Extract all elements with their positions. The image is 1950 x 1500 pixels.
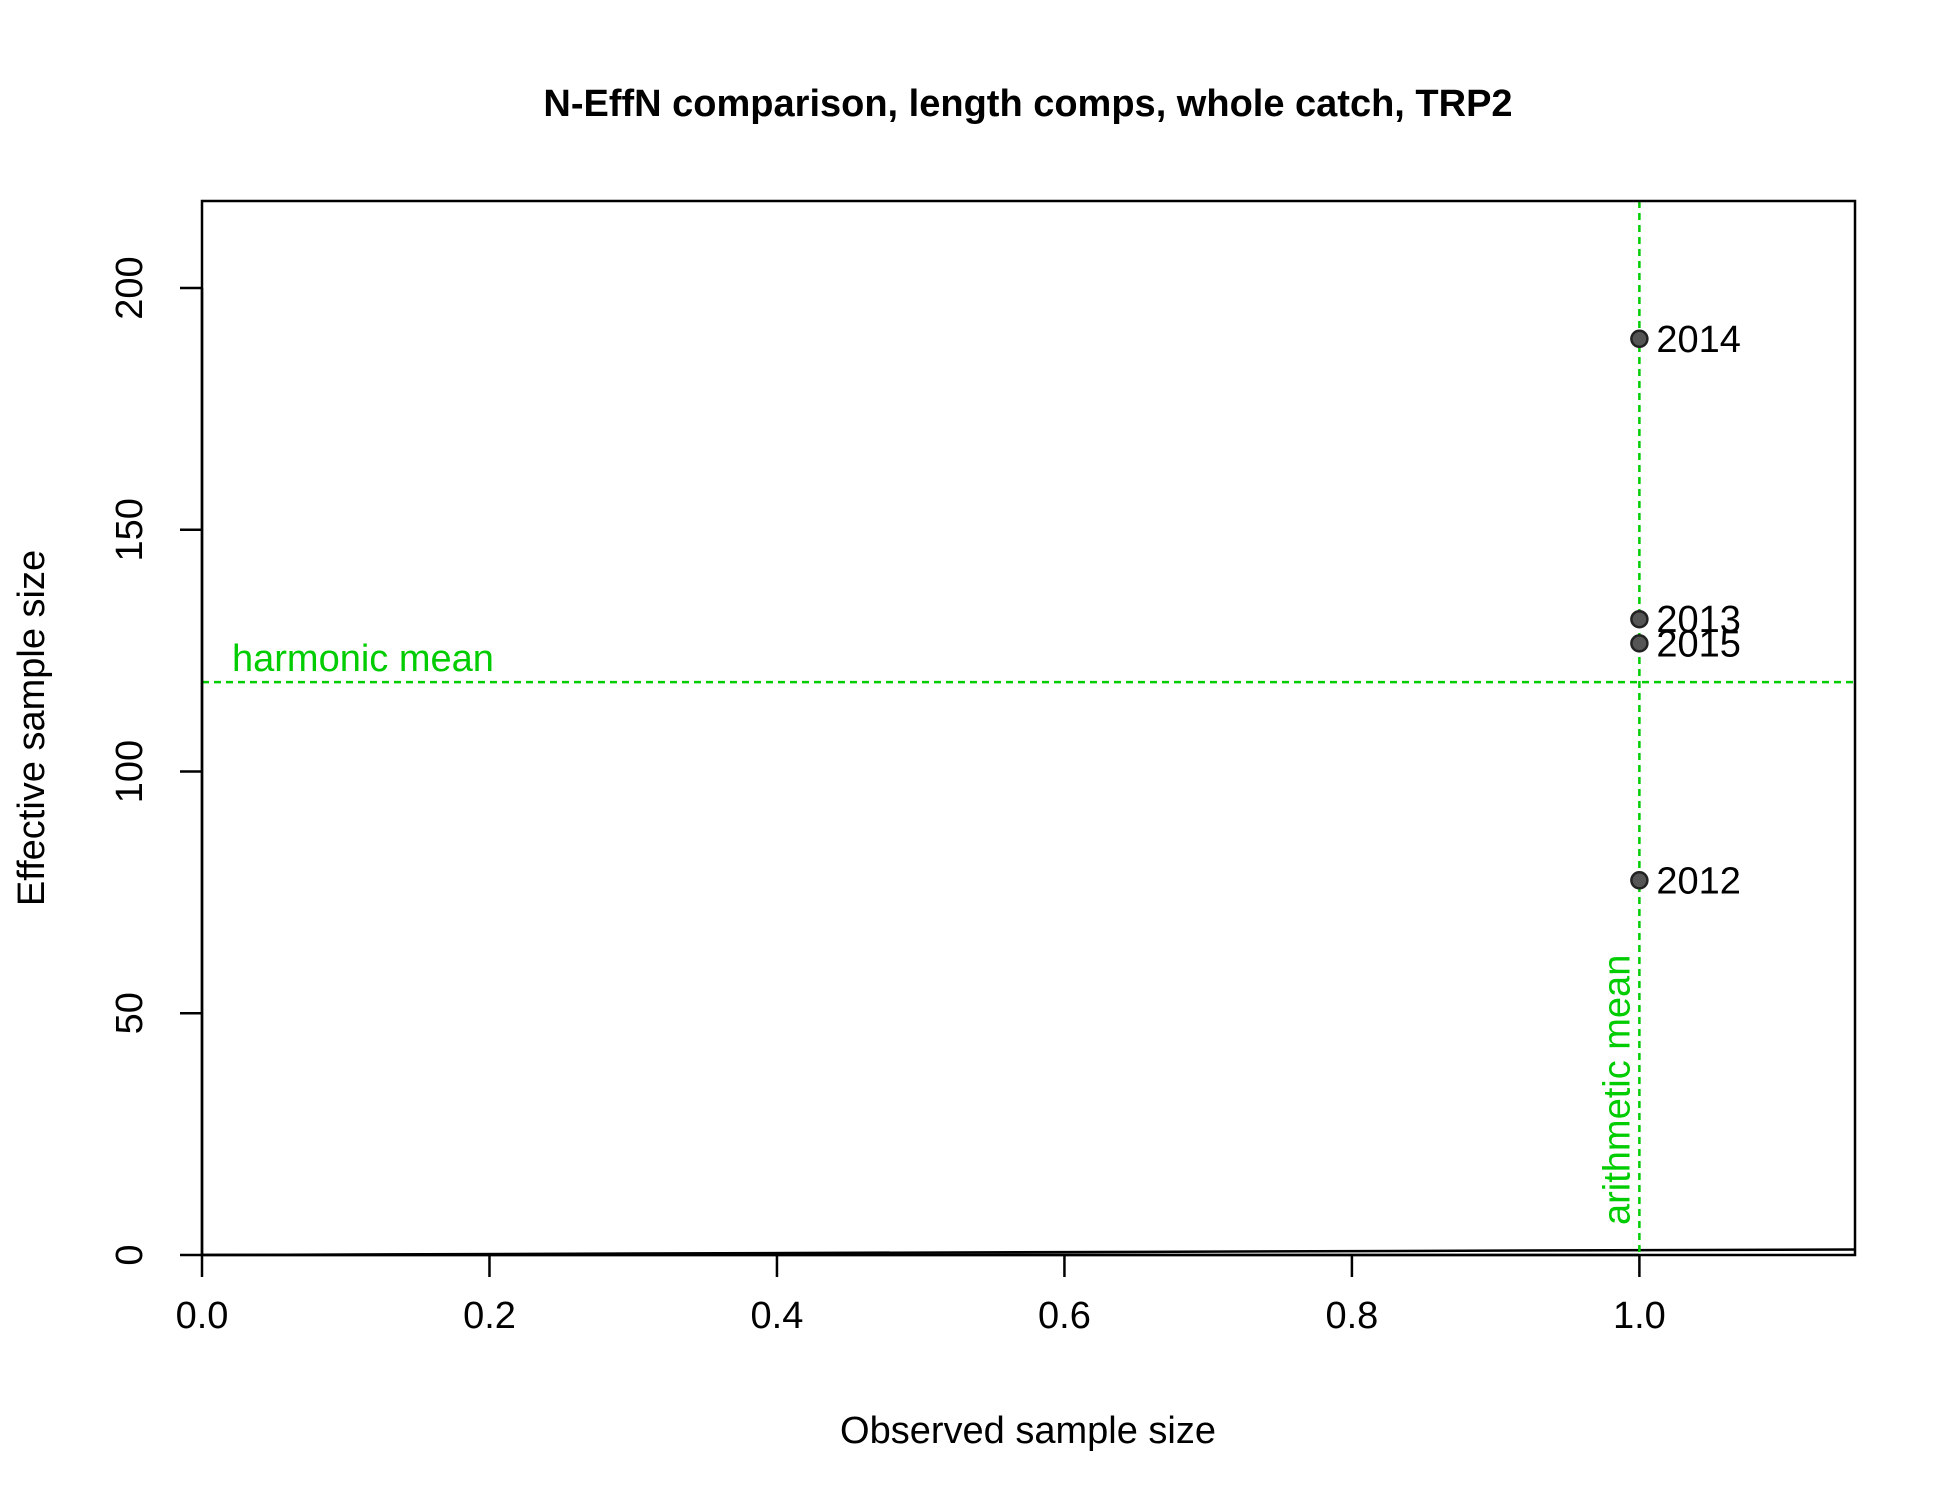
y-tick-label-0: 0 bbox=[109, 1244, 151, 1265]
point-label-2012: 2012 bbox=[1656, 860, 1741, 902]
x-tick-label-0.2: 0.2 bbox=[463, 1295, 516, 1337]
arithmetic-mean-label: arithmetic mean bbox=[1596, 955, 1638, 1225]
data-point-2015 bbox=[1630, 634, 1649, 653]
y-tick-label-200: 200 bbox=[109, 256, 151, 319]
plot-area: harmonic mean arithmetic mean bbox=[202, 201, 1855, 1255]
x-tick-label-0.0: 0.0 bbox=[176, 1295, 229, 1337]
point-label-2014: 2014 bbox=[1656, 319, 1741, 361]
y-axis-label: Effective sample size bbox=[11, 550, 53, 906]
y-tick-label-150: 150 bbox=[109, 498, 151, 561]
x-tick-label-0.8: 0.8 bbox=[1325, 1295, 1378, 1337]
x-tick-label-0.6: 0.6 bbox=[1038, 1295, 1091, 1337]
y-tick-label-50: 50 bbox=[109, 992, 151, 1034]
data-point-2014 bbox=[1630, 329, 1649, 349]
point-label-2013: 2013 bbox=[1656, 599, 1741, 641]
x-axis-label: Observed sample size bbox=[840, 1410, 1216, 1452]
y-axis: 0 50 100 150 200 bbox=[109, 256, 204, 1266]
y-tick-label-100: 100 bbox=[109, 740, 151, 803]
point-label-2015: 2015 bbox=[1656, 623, 1741, 665]
data-point-2013 bbox=[1630, 609, 1649, 629]
data-point-2012 bbox=[1630, 871, 1649, 890]
x-tick-label-1.0: 1.0 bbox=[1613, 1295, 1666, 1337]
chart-title: N-EffN comparison, length comps, whole c… bbox=[543, 83, 1512, 125]
harmonic-mean-label: harmonic mean bbox=[232, 638, 494, 680]
x-axis: 0.0 0.2 0.4 0.6 0.8 1.0 bbox=[176, 1253, 1666, 1337]
x-tick-label-0.4: 0.4 bbox=[751, 1295, 804, 1337]
